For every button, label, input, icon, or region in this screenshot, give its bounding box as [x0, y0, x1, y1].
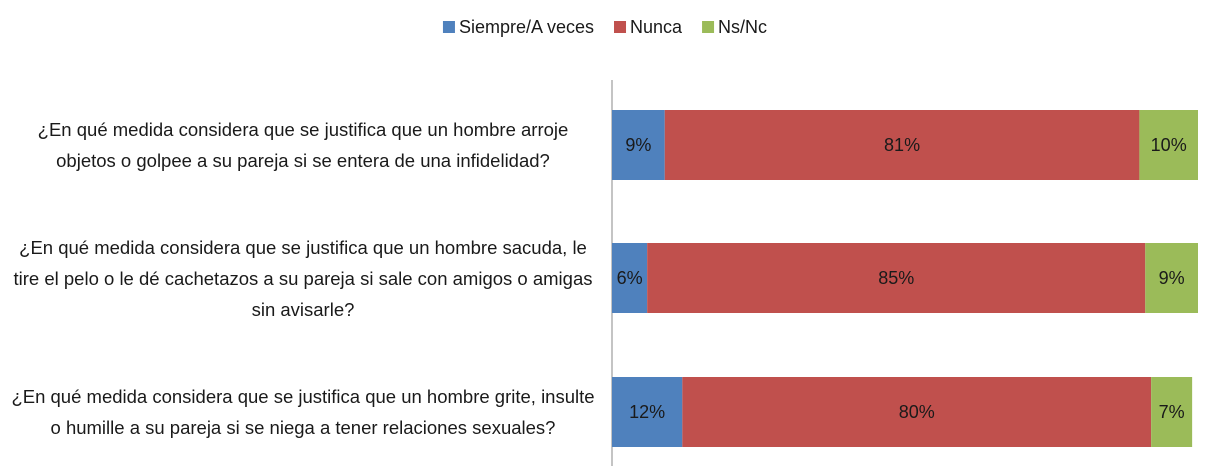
bar-segment [612, 243, 648, 313]
data-label: 10% [1151, 135, 1187, 155]
data-label: 6% [617, 268, 643, 288]
data-label: 9% [1159, 268, 1185, 288]
legend-label: Nunca [630, 17, 683, 37]
category-label: ¿En qué medida considera que se justific… [37, 119, 569, 171]
data-label: 7% [1159, 402, 1185, 422]
bar-segment [647, 243, 1146, 313]
category-label: ¿En qué medida considera que se justific… [11, 386, 595, 438]
legend-label: Ns/Nc [718, 17, 767, 37]
legend-swatch [442, 21, 455, 33]
legend-swatch [702, 21, 715, 33]
bar-segment [612, 377, 683, 447]
bar-segment [682, 377, 1152, 447]
category-label: ¿En qué medida considera que se justific… [13, 236, 593, 320]
legend-label: Siempre/A veces [459, 17, 594, 37]
bar-segment [1139, 110, 1198, 180]
data-label: 12% [629, 402, 665, 422]
bar-segment [1151, 377, 1193, 447]
bar-segment [1145, 243, 1198, 313]
bar-segment [612, 110, 665, 180]
data-label: 80% [899, 402, 935, 422]
bar-segment [664, 110, 1140, 180]
data-label: 81% [884, 135, 920, 155]
legend-swatch [614, 21, 627, 33]
data-label: 9% [625, 135, 651, 155]
data-label: 85% [878, 268, 914, 288]
